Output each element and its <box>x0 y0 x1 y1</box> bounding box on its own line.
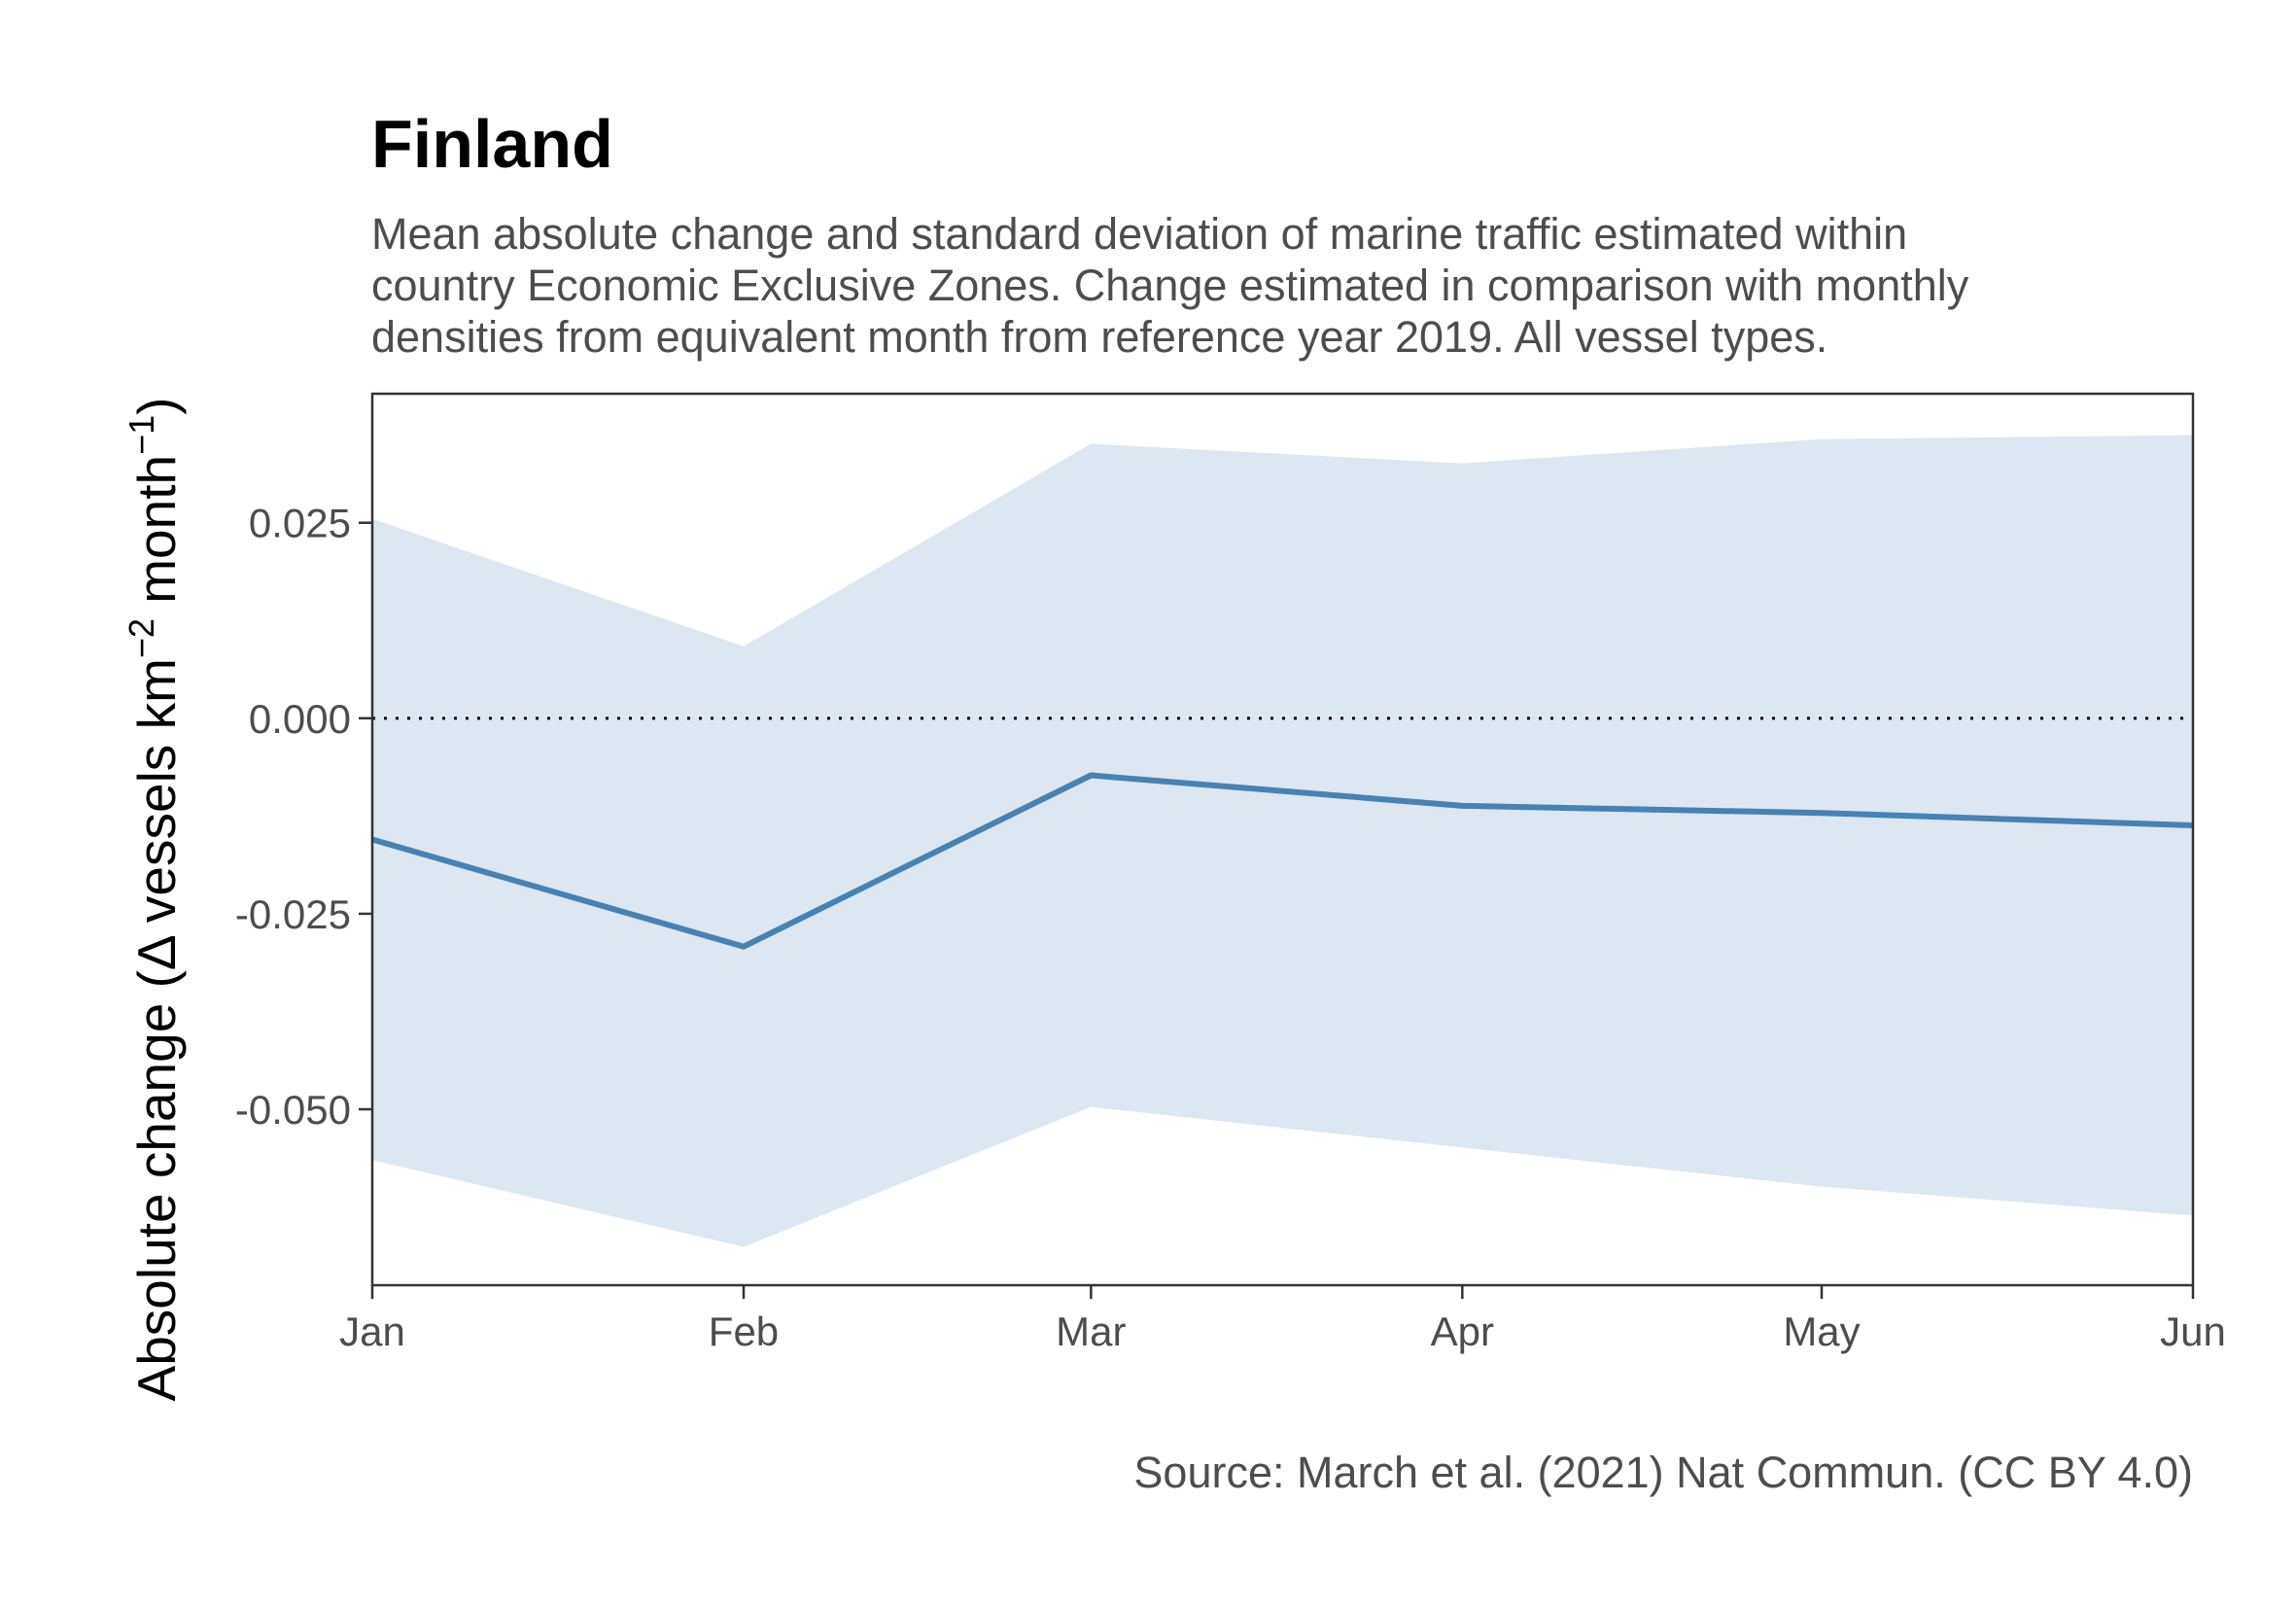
y-axis-title-exponent-2: −1 <box>122 415 161 455</box>
sd-ribbon <box>372 435 2193 1247</box>
y-tick-label: -0.025 <box>235 891 351 937</box>
x-tick-label: Feb <box>709 1309 779 1354</box>
chart-subtitle-line-3: densities from equivalent month from ref… <box>371 312 1827 362</box>
y-axis-title-unit-2: month <box>126 455 187 618</box>
y-axis-title-prefix: Absolute change ( <box>126 970 187 1401</box>
x-tick-label: May <box>1783 1309 1860 1354</box>
chart-subtitle-line-1: Mean absolute change and standard deviat… <box>371 209 1907 259</box>
y-tick-label: 0.000 <box>249 696 351 742</box>
x-tick-label: Apr <box>1431 1309 1494 1354</box>
x-tick-label: Jan <box>339 1309 405 1354</box>
chart-title: Finland <box>371 106 613 182</box>
y-tick-label: -0.050 <box>235 1087 351 1133</box>
panel-border <box>370 392 2195 1287</box>
x-tick-label: Mar <box>1056 1309 1126 1354</box>
y-axis: 0.025 0.000 -0.025 -0.050 <box>235 501 372 1133</box>
y-axis-title-exponent-1: −2 <box>122 618 161 658</box>
x-tick-label: Jun <box>2160 1309 2226 1354</box>
x-axis: Jan Feb Mar Apr May Jun <box>339 1285 2226 1354</box>
plot-panel <box>370 392 2195 1287</box>
y-axis-title: Absolute change (Δ vessels km−2 month−1) <box>122 398 187 1402</box>
y-axis-title-suffix: ) <box>126 398 187 415</box>
mean-line <box>371 772 2194 950</box>
y-axis-title-delta: Δ <box>126 935 187 970</box>
chart-subtitle-line-2: country Economic Exclusive Zones. Change… <box>371 261 1969 310</box>
y-axis-title-unit: vessels km <box>126 658 187 937</box>
chart-caption: Source: March et al. (2021) Nat Commun. … <box>1133 1448 2193 1497</box>
y-tick-label: 0.025 <box>249 501 351 546</box>
